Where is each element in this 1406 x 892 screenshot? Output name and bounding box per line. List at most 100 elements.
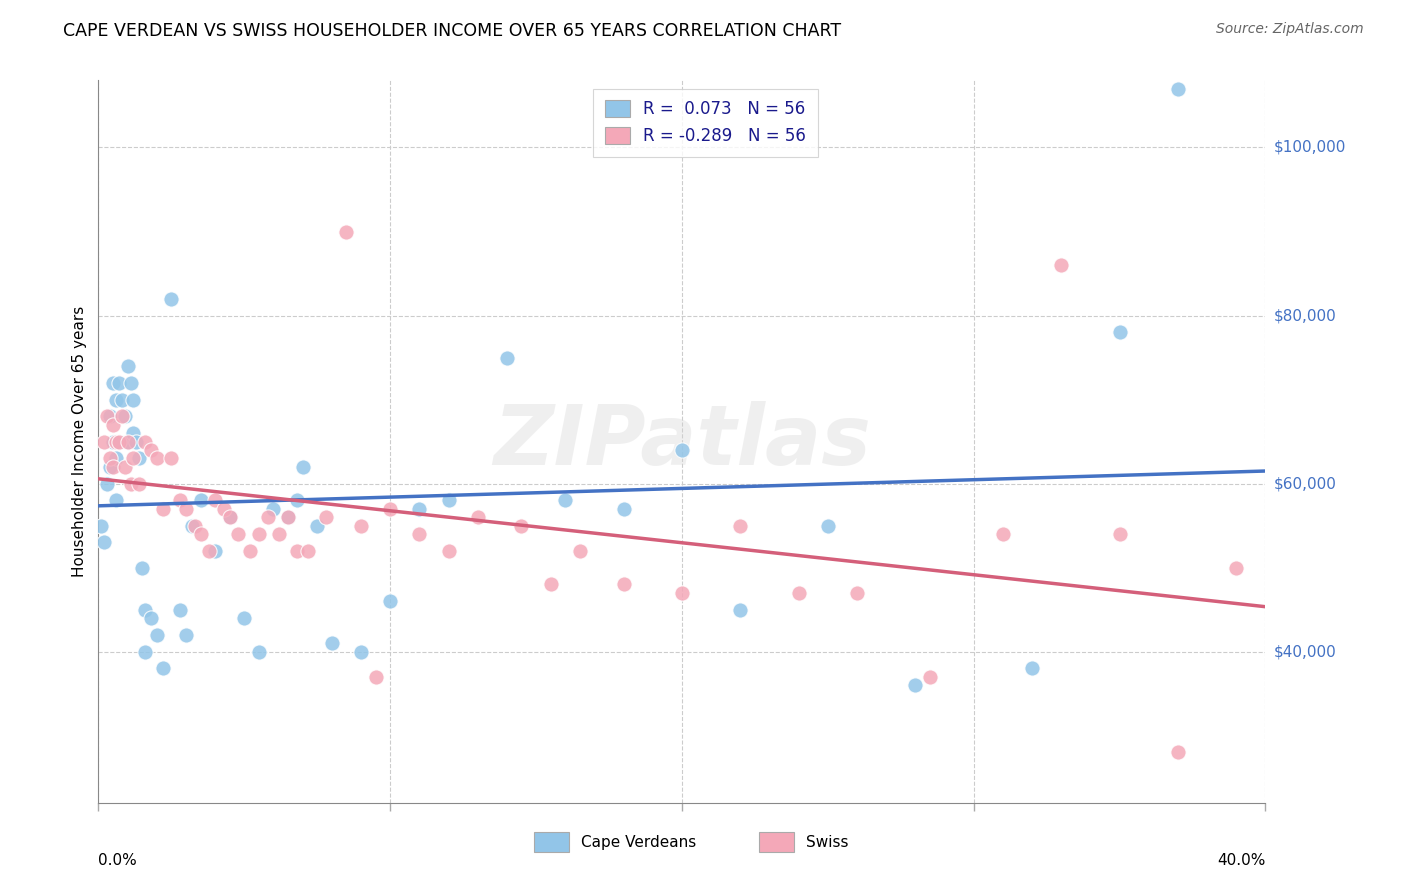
Point xyxy=(228,527,250,541)
Point xyxy=(174,628,197,642)
Point xyxy=(131,560,153,574)
Point xyxy=(101,434,124,449)
Point xyxy=(612,501,634,516)
Point xyxy=(122,451,145,466)
Point xyxy=(846,586,869,600)
Point xyxy=(180,518,202,533)
Point xyxy=(787,586,810,600)
Point xyxy=(104,392,127,407)
Point xyxy=(1167,745,1189,759)
Point xyxy=(104,493,127,508)
Point xyxy=(335,225,357,239)
Point xyxy=(568,543,591,558)
Point xyxy=(554,493,576,508)
Point xyxy=(540,577,562,591)
Point xyxy=(190,527,212,541)
Point xyxy=(1225,560,1247,574)
Text: Cape Verdeans: Cape Verdeans xyxy=(581,835,696,849)
Point xyxy=(307,518,329,533)
Point xyxy=(117,434,139,449)
Point xyxy=(111,392,134,407)
Point xyxy=(174,501,197,516)
Point xyxy=(321,636,343,650)
Point xyxy=(169,602,191,616)
Point xyxy=(239,543,262,558)
Point xyxy=(98,409,121,424)
Text: Source: ZipAtlas.com: Source: ZipAtlas.com xyxy=(1216,22,1364,37)
Point xyxy=(991,527,1014,541)
Point xyxy=(198,543,221,558)
Point xyxy=(247,527,270,541)
Point xyxy=(96,476,118,491)
Point xyxy=(510,518,533,533)
Point xyxy=(904,678,927,692)
Point xyxy=(108,434,131,449)
Point xyxy=(380,594,402,608)
Legend: R =  0.073   N = 56, R = -0.289   N = 56: R = 0.073 N = 56, R = -0.289 N = 56 xyxy=(593,88,817,157)
Point xyxy=(146,628,169,642)
Point xyxy=(408,501,430,516)
Point xyxy=(128,451,150,466)
Point xyxy=(169,493,191,508)
Text: ZIPatlas: ZIPatlas xyxy=(494,401,870,482)
Point xyxy=(671,586,693,600)
Point xyxy=(297,543,319,558)
Point xyxy=(98,451,121,466)
Point xyxy=(285,493,308,508)
Point xyxy=(350,644,373,658)
Point xyxy=(291,459,314,474)
Point xyxy=(364,670,387,684)
Point xyxy=(380,501,402,516)
Point xyxy=(93,434,115,449)
Point xyxy=(218,510,240,524)
Point xyxy=(437,543,460,558)
Point xyxy=(111,409,134,424)
Point xyxy=(496,351,519,365)
Point xyxy=(285,543,308,558)
Point xyxy=(101,417,124,432)
Point xyxy=(256,510,278,524)
Point xyxy=(315,510,337,524)
Point xyxy=(247,644,270,658)
Point xyxy=(93,535,115,549)
Point xyxy=(101,376,124,390)
Point xyxy=(108,376,131,390)
Point xyxy=(122,392,145,407)
Point xyxy=(120,476,142,491)
Point xyxy=(120,376,142,390)
Point xyxy=(730,602,752,616)
Point xyxy=(408,527,430,541)
Point xyxy=(1167,81,1189,95)
Point xyxy=(108,434,131,449)
Point xyxy=(350,518,373,533)
Point xyxy=(612,577,634,591)
Point xyxy=(122,426,145,441)
Point xyxy=(139,611,162,625)
Point xyxy=(1108,326,1130,340)
Point xyxy=(96,409,118,424)
Point xyxy=(467,510,489,524)
Point xyxy=(90,518,112,533)
Point xyxy=(114,459,136,474)
Point xyxy=(437,493,460,508)
Point xyxy=(134,602,156,616)
Text: Swiss: Swiss xyxy=(806,835,848,849)
Point xyxy=(160,451,183,466)
Point xyxy=(269,527,291,541)
Point xyxy=(730,518,752,533)
Point xyxy=(1021,661,1043,675)
Point xyxy=(1050,258,1073,272)
Point xyxy=(277,510,299,524)
Point xyxy=(104,434,127,449)
Point xyxy=(277,510,299,524)
Point xyxy=(918,670,941,684)
Point xyxy=(152,501,174,516)
Point xyxy=(98,459,121,474)
Point xyxy=(204,543,226,558)
Point xyxy=(160,292,183,306)
Y-axis label: Householder Income Over 65 years: Householder Income Over 65 years xyxy=(72,306,87,577)
Point xyxy=(152,661,174,675)
Point xyxy=(233,611,256,625)
Text: 40.0%: 40.0% xyxy=(1218,854,1265,869)
Point xyxy=(146,451,169,466)
